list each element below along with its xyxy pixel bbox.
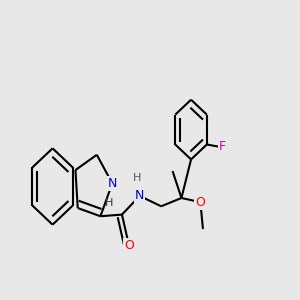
Text: O: O: [196, 196, 205, 208]
Text: N: N: [108, 177, 117, 190]
Text: H: H: [133, 173, 141, 183]
Text: O: O: [124, 239, 134, 252]
Text: N: N: [135, 189, 144, 203]
Text: H: H: [105, 198, 113, 208]
Text: F: F: [219, 140, 226, 153]
